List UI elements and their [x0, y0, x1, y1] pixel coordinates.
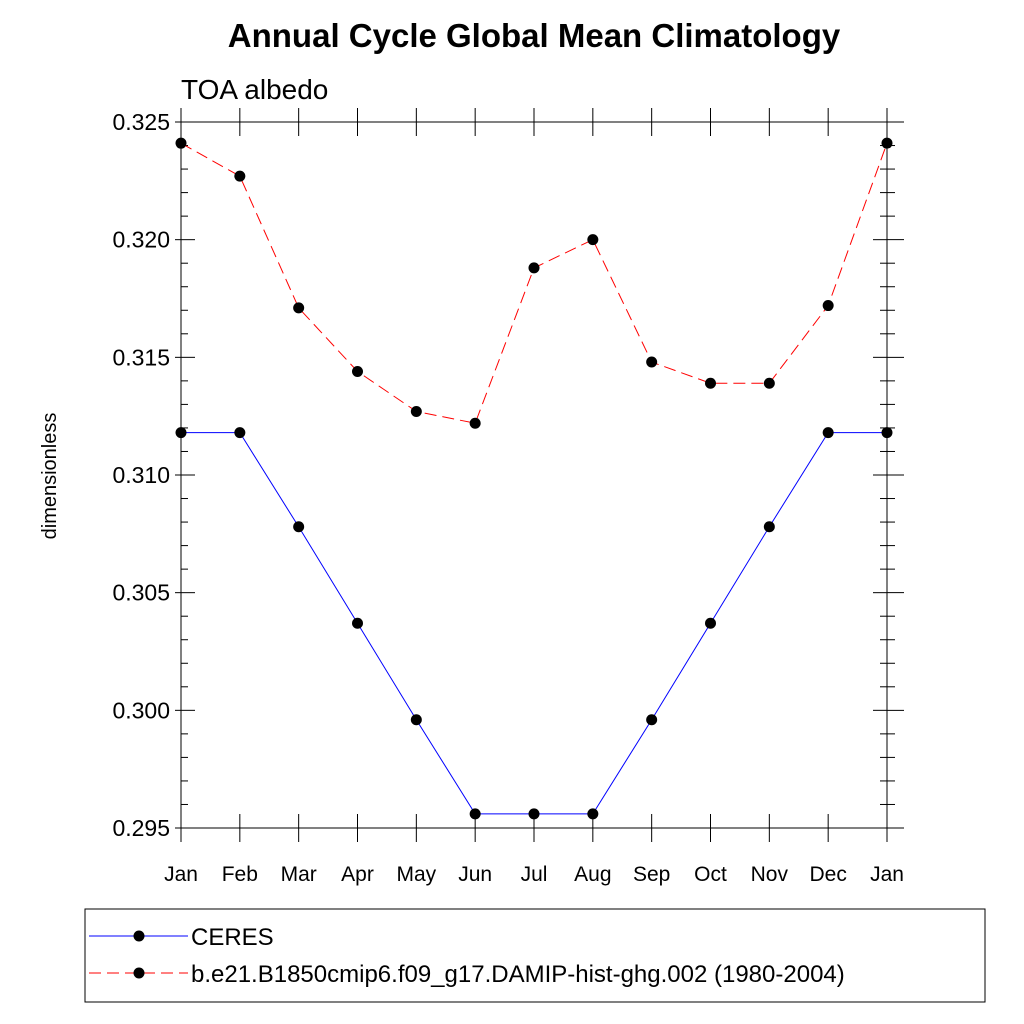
x-tick-label: May — [396, 863, 436, 886]
y-tick-label: 0.310 — [112, 462, 170, 488]
y-tick-label: 0.315 — [112, 344, 170, 370]
data-point — [293, 521, 305, 533]
y-axis-label: dimensionless — [39, 413, 61, 540]
y-tick-label: 0.320 — [112, 227, 170, 253]
data-point — [410, 405, 422, 417]
x-tick-label: Mar — [281, 863, 317, 886]
series-lines — [175, 137, 893, 820]
series-line — [180, 142, 888, 424]
x-tick-label: Jan — [870, 863, 904, 886]
data-point — [410, 714, 422, 726]
data-point — [587, 808, 599, 820]
legend-swatch-marker — [133, 930, 145, 942]
legend-label: CERES — [191, 924, 274, 951]
data-point — [469, 417, 481, 429]
x-tick-label: Jun — [458, 863, 492, 886]
y-tick-label: 0.300 — [112, 697, 170, 723]
series-line — [181, 432, 887, 815]
plot-frame — [180, 121, 888, 829]
x-tick-label: Aug — [574, 863, 611, 886]
data-point — [528, 808, 540, 820]
x-tick-label: Jan — [164, 863, 198, 886]
data-point — [822, 300, 834, 312]
data-point — [234, 170, 246, 182]
legend-box — [84, 908, 986, 1003]
x-tick-label: Sep — [633, 863, 670, 886]
legend-swatch-marker — [133, 967, 145, 979]
x-tick-label: Oct — [694, 863, 727, 886]
data-point — [646, 714, 658, 726]
x-tick-label: Feb — [222, 863, 258, 886]
data-point — [234, 427, 246, 439]
chart-subtitle: TOA albedo — [181, 74, 328, 105]
x-tick-label: Apr — [341, 863, 374, 886]
y-tick-label: 0.295 — [112, 815, 170, 841]
y-tick-label: 0.325 — [112, 109, 170, 135]
data-point — [352, 617, 363, 629]
data-point — [705, 617, 716, 629]
x-tick-label: Dec — [809, 863, 846, 886]
legend: CERES b.e21.B1850cmip6.f09_g17.DAMIP-hist… — [84, 908, 986, 1003]
series-0 — [175, 427, 893, 820]
x-tick-label: Jul — [521, 863, 548, 886]
data-point — [352, 365, 363, 377]
x-tick-label: Nov — [751, 863, 789, 886]
axis-ticks: 0.295 0.300 0.305 0.310 0.315 0.320 0.325 Jan Fe… — [112, 108, 904, 886]
chart-title: Annual Cycle Global Mean Climatology — [228, 17, 841, 54]
data-point — [646, 356, 658, 368]
data-point — [763, 521, 775, 533]
data-point — [469, 808, 481, 820]
series-1 — [175, 137, 893, 429]
data-point — [528, 262, 540, 274]
data-point — [705, 377, 716, 389]
data-point — [587, 234, 599, 246]
data-point — [822, 427, 834, 439]
y-tick-label: 0.305 — [112, 580, 170, 606]
legend-label: b.e21.B1850cmip6.f09_g17.DAMIP-hist-ghg.… — [191, 961, 845, 988]
data-point — [293, 302, 305, 314]
data-point — [763, 377, 775, 389]
